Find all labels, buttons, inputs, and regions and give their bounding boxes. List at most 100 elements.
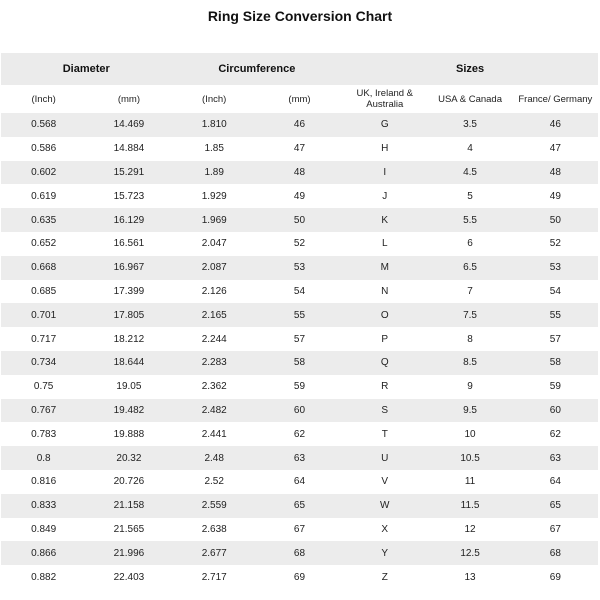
table-row: 0.685 17.399 2.126 54 N 7 54 <box>1 280 598 304</box>
cell-circumference-inch: 2.559 <box>171 493 257 518</box>
cell-diameter-mm: 20.726 <box>113 476 145 488</box>
col-circumference-inch: (Inch) <box>171 85 257 113</box>
table-row: 0.586 14.884 1.85 47 H 4 47 <box>1 137 598 161</box>
cell-diameter-mm: 16.967 <box>86 255 172 280</box>
cell-diameter-mm: 21.565 <box>113 523 145 535</box>
cell-france-size: 64 <box>549 476 561 488</box>
cell-uk-size: H <box>381 143 389 155</box>
cell-usa-size: 5 <box>467 190 473 202</box>
cell-uk-size: Z <box>381 571 388 583</box>
cell-circumference-inch: 1.89 <box>171 160 257 185</box>
cell-diameter-inch: 0.568 <box>1 113 87 137</box>
cell-uk-size: N <box>381 285 389 297</box>
cell-france-size: 46 <box>512 113 598 137</box>
cell-circumference-inch: 2.48 <box>171 446 257 470</box>
cell-diameter-mm: 15.723 <box>113 190 145 202</box>
cell-uk-size: Q <box>342 350 428 375</box>
cell-uk-size: V <box>381 476 389 488</box>
cell-diameter-inch: 0.701 <box>1 303 87 328</box>
table-row: 0.8 20.32 2.48 63 U 10.5 63 <box>1 446 598 470</box>
cell-uk-size: S <box>342 398 428 423</box>
cell-diameter-inch: 0.635 <box>1 208 87 232</box>
cell-circumference-inch: 1.969 <box>171 208 257 232</box>
cell-circumference-inch: 2.047 <box>201 238 227 250</box>
cell-diameter-mm: 15.291 <box>86 160 172 185</box>
cell-france-size: 69 <box>549 571 561 583</box>
cell-circumference-inch: 1.810 <box>171 113 257 137</box>
cell-diameter-mm: 19.888 <box>113 428 145 440</box>
table-row: 0.882 22.403 2.717 69 Z 13 69 <box>1 565 598 589</box>
cell-diameter-inch: 0.767 <box>1 398 87 423</box>
cell-circumference-inch: 2.087 <box>171 255 257 280</box>
cell-france-size: 52 <box>549 238 561 250</box>
table-row: 0.75 19.05 2.362 59 R 9 59 <box>1 375 598 399</box>
table-row: 0.783 19.888 2.441 62 T 10 62 <box>1 422 598 446</box>
cell-france-size: 67 <box>549 523 561 535</box>
table-row: 0.701 17.805 2.165 55 O 7.5 55 <box>1 303 598 328</box>
cell-diameter-inch: 0.849 <box>31 523 57 535</box>
cell-circumference-inch: 2.126 <box>201 285 227 297</box>
cell-uk-size: T <box>381 428 388 440</box>
cell-usa-size: 12.5 <box>427 541 513 566</box>
cell-circumference-mm: 54 <box>293 285 306 297</box>
cell-usa-size: 4.5 <box>427 160 513 185</box>
group-header-row: Diameter Circumference Sizes <box>1 53 598 85</box>
table-row: 0.568 14.469 1.810 46 G 3.5 46 <box>1 113 598 137</box>
cell-circumference-mm: 62 <box>293 428 306 440</box>
cell-usa-size: 5.5 <box>427 208 513 232</box>
cell-diameter-inch: 0.685 <box>31 285 57 297</box>
cell-france-size: 50 <box>512 208 598 232</box>
cell-circumference-inch: 2.638 <box>201 523 227 535</box>
table-row: 0.635 16.129 1.969 50 K 5.5 50 <box>1 208 598 232</box>
column-header-row: (Inch) (mm) (Inch) (mm) UK, Ireland & Au… <box>1 85 598 113</box>
cell-usa-size: 10.5 <box>427 446 513 470</box>
table-row: 0.734 18.644 2.283 58 Q 8.5 58 <box>1 350 598 375</box>
cell-france-size: 48 <box>512 160 598 185</box>
cell-diameter-mm: 16.561 <box>113 238 145 250</box>
table-row: 0.866 21.996 2.677 68 Y 12.5 68 <box>1 541 598 566</box>
cell-france-size: 55 <box>512 303 598 328</box>
cell-uk-size: J <box>382 190 388 202</box>
col-diameter-inch: (Inch) <box>1 85 87 113</box>
cell-uk-size: P <box>381 333 389 345</box>
cell-circumference-mm: 57 <box>293 333 306 345</box>
cell-france-size: 54 <box>549 285 561 297</box>
cell-circumference-inch: 2.244 <box>201 333 227 345</box>
cell-france-size: 58 <box>512 350 598 375</box>
cell-usa-size: 12 <box>464 523 476 535</box>
cell-circumference-mm: 64 <box>293 476 306 488</box>
cell-diameter-mm: 18.212 <box>113 333 145 345</box>
cell-circumference-inch: 1.929 <box>201 190 227 202</box>
cell-france-size: 62 <box>549 428 561 440</box>
cell-circumference-mm: 55 <box>256 303 343 328</box>
cell-uk-size: O <box>342 303 428 328</box>
cell-usa-size: 8 <box>467 333 473 345</box>
cell-circumference-mm: 68 <box>256 541 343 566</box>
cell-diameter-mm: 14.884 <box>113 143 145 155</box>
cell-usa-size: 11 <box>464 476 476 488</box>
cell-usa-size: 13 <box>464 571 476 583</box>
cell-diameter-mm: 22.403 <box>113 571 145 583</box>
cell-diameter-mm: 14.469 <box>86 113 172 137</box>
cell-circumference-mm: 60 <box>256 398 343 423</box>
cell-diameter-inch: 0.882 <box>31 571 57 583</box>
cell-france-size: 60 <box>512 398 598 423</box>
cell-france-size: 65 <box>512 493 598 518</box>
col-circumference-mm: (mm) <box>256 85 343 113</box>
cell-circumference-mm: 52 <box>293 238 306 250</box>
col-diameter-mm: (mm) <box>86 85 172 113</box>
cell-uk-size: X <box>381 523 389 535</box>
cell-circumference-inch: 2.482 <box>171 398 257 423</box>
cell-diameter-mm: 19.05 <box>116 381 142 393</box>
cell-usa-size: 9 <box>467 381 473 393</box>
cell-diameter-inch: 0.8 <box>1 446 87 470</box>
cell-france-size: 68 <box>512 541 598 566</box>
cell-uk-size: R <box>381 381 389 393</box>
col-france-size: France/ Germany <box>512 85 598 113</box>
col-usa-size: USA & Canada <box>427 85 513 113</box>
table-row: 0.619 15.723 1.929 49 J 5 49 <box>1 184 598 208</box>
cell-circumference-mm: 63 <box>256 446 343 470</box>
cell-uk-size: W <box>342 493 428 518</box>
cell-uk-size: L <box>381 238 388 250</box>
cell-diameter-inch: 0.816 <box>31 476 57 488</box>
